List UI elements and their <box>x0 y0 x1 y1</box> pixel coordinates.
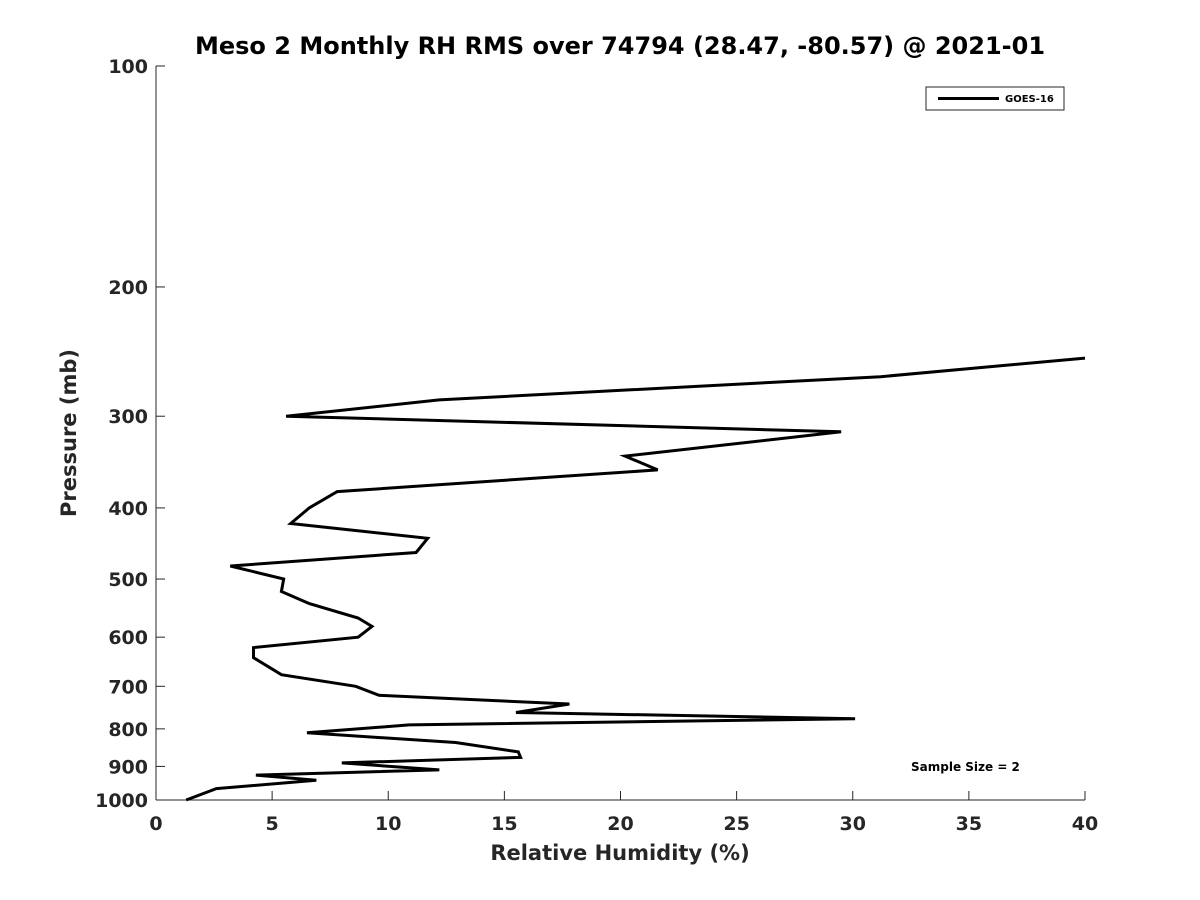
series-layer <box>185 356 1086 802</box>
y-tick-label: 300 <box>108 406 148 428</box>
legend-entry-goes16: GOES-16 <box>1005 94 1054 105</box>
legend: GOES-16 <box>925 86 1065 111</box>
y-tick-label: 700 <box>108 676 148 698</box>
y-tick-label: 400 <box>108 498 148 520</box>
y-tick-label: 1000 <box>95 790 148 812</box>
chart-title: Meso 2 Monthly RH RMS over 74794 (28.47,… <box>195 32 1045 60</box>
x-tick-label: 5 <box>266 813 279 835</box>
x-tick-label: 40 <box>1072 813 1098 835</box>
y-tick-label: 500 <box>108 569 148 591</box>
series-line-goes-16 <box>185 356 1086 802</box>
axes: 0 5 10 15 20 25 30 35 40 100 200 300 400 500 600 700 80… <box>95 56 1098 835</box>
sample-size-annotation: Sample Size = 2 <box>911 760 1020 774</box>
y-tick-label: 800 <box>108 719 148 741</box>
x-tick-label: 20 <box>607 813 633 835</box>
x-tick-label: 35 <box>956 813 982 835</box>
x-ticks: 0 5 10 15 20 25 30 35 40 <box>149 791 1098 835</box>
y-axis-label: Pressure (mb) <box>57 349 81 517</box>
y-tick-label: 200 <box>108 277 148 299</box>
y-tick-label: 900 <box>108 756 148 778</box>
x-tick-label: 30 <box>840 813 866 835</box>
y-tick-label: 600 <box>108 627 148 649</box>
x-tick-label: 15 <box>491 813 517 835</box>
x-tick-label: 25 <box>723 813 749 835</box>
y-tick-label: 100 <box>108 56 148 78</box>
x-tick-label: 0 <box>149 813 162 835</box>
x-axis-label: Relative Humidity (%) <box>490 841 749 865</box>
x-tick-label: 10 <box>375 813 401 835</box>
y-ticks: 100 200 300 400 500 600 700 800 900 1000 <box>95 56 165 812</box>
